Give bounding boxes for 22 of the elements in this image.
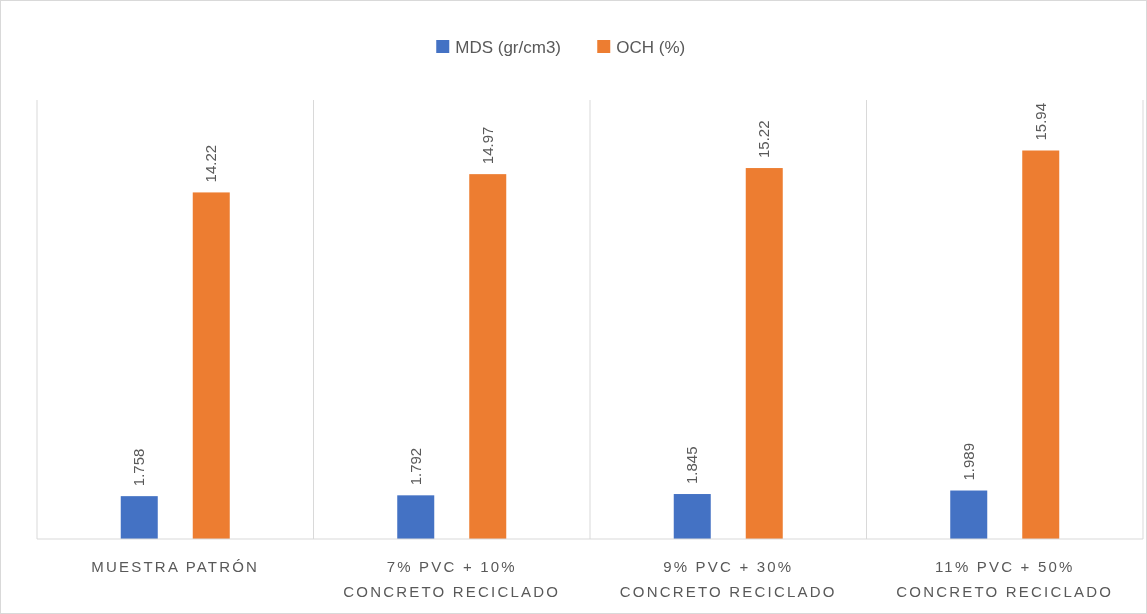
bar [120, 496, 158, 539]
legend-label: OCH (%) [616, 38, 686, 57]
bar [950, 490, 988, 539]
x-tick-label: 9% PVC + 30% CONCRETO RECICLADO [619, 558, 837, 600]
data-label: 15.94 [1031, 102, 1049, 141]
bar [469, 174, 507, 539]
bar [673, 494, 711, 539]
bar [192, 192, 230, 539]
data-label: 1.989 [959, 442, 977, 481]
data-label: 14.97 [478, 126, 496, 165]
data-label: 1.845 [683, 446, 701, 485]
legend-label: MDS (gr/cm3) [455, 38, 562, 57]
data-label: 14.22 [202, 144, 220, 183]
x-tick-label: 7% PVC + 10% CONCRETO RECICLADO [343, 558, 561, 600]
bar [397, 495, 435, 539]
data-label: 1.758 [130, 448, 148, 487]
bar [745, 168, 783, 539]
data-label: 1.792 [406, 447, 424, 486]
x-tick-label: 11% PVC + 50% CONCRETO RECICLADO [896, 558, 1114, 600]
x-tick-label: MUESTRA PATRÓN [91, 558, 260, 575]
data-label: 15.22 [755, 120, 773, 159]
bar [1022, 150, 1060, 539]
